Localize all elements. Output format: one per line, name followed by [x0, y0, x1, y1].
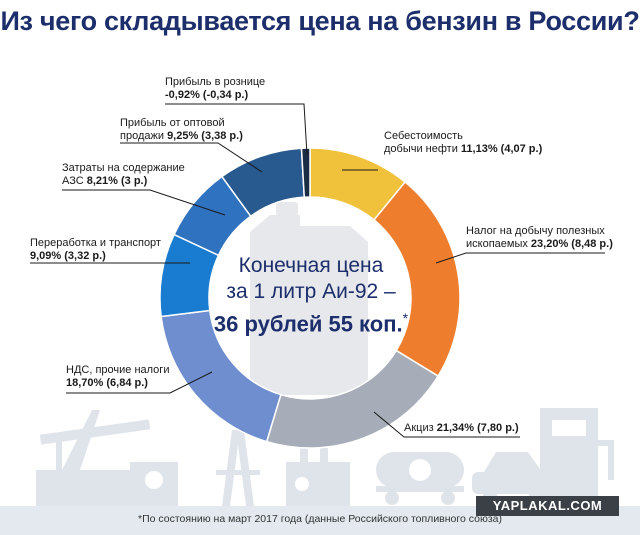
label-retail-value: -0,92% (-0,34 р.) — [165, 89, 249, 101]
center-label: Конечная цена за 1 литр Аи-92 – 36 рубле… — [206, 253, 416, 337]
label-excise: Акциз 21,34% (7,80 р.) — [404, 422, 519, 435]
chart-title: Из чего складывается цена на бензин в Ро… — [0, 6, 640, 36]
center-price: 36 рублей 55 коп.* — [206, 305, 416, 337]
label-mining-tax-value: 23,20% (8,48 р.) — [530, 238, 613, 250]
label-excise-title: Акциз — [404, 422, 434, 434]
leader-retail — [165, 103, 308, 156]
label-station-title: Затраты на содержание — [62, 162, 185, 174]
gas-station-icon — [540, 408, 614, 506]
label-processing-title: Переработка и транспорт — [30, 237, 161, 249]
center-line-1: Конечная цена — [238, 254, 384, 277]
label-vat-title: НДС, прочие налоги — [66, 364, 170, 376]
label-mining-tax-title: Налог на добычу полезных — [466, 225, 605, 237]
leader-mining-tax — [435, 252, 605, 264]
leader-excise — [373, 411, 520, 438]
label-oil-cost: Себестоимость добычи нефти 11,13% (4,07 … — [384, 130, 542, 156]
leader-lines — [30, 103, 605, 438]
label-vat: НДС, прочие налоги 18,70% (6,84 р.) — [66, 364, 169, 390]
label-wholesale-profit: Прибыль от оптовой продажи 9,25% (3,38 р… — [120, 117, 243, 143]
center-price-value: 36 рублей 55 коп. — [213, 311, 403, 337]
watermark-logo: YAPLAKAL.COM — [476, 496, 619, 516]
label-processing: Переработка и транспорт 9,09% (3,32 р.) — [30, 237, 161, 263]
leader-wholesale — [120, 142, 263, 173]
background-illustration — [36, 408, 614, 506]
label-station-title-2: АЗС — [62, 175, 84, 187]
center-line-2: за 1 литр Аи-92 – — [226, 280, 396, 303]
leader-vat — [66, 371, 213, 394]
label-wholesale-title-2: продажи — [120, 130, 164, 142]
label-vat-value: 18,70% (6,84 р.) — [66, 377, 148, 389]
jerrycan-icon — [250, 202, 368, 395]
label-station-costs: Затраты на содержание АЗС 8,21% (3 р.) — [62, 162, 185, 188]
label-retail-title: Прибыль в рознице — [165, 76, 266, 88]
label-oil-cost-title: Себестоимость — [384, 130, 463, 142]
label-mining-tax-title-2: ископаемых — [466, 238, 528, 250]
label-wholesale-title: Прибыль от оптовой — [120, 117, 225, 129]
oil-tank-icon — [130, 462, 178, 506]
label-wholesale-value: 9,25% (3,38 р.) — [167, 130, 243, 142]
donut-chart — [159, 147, 461, 449]
factory-icon — [286, 440, 350, 506]
label-oil-cost-title-2: добычи нефти — [384, 143, 458, 155]
label-station-value: 8,21% (3 р.) — [86, 175, 148, 187]
label-processing-value: 9,09% (3,32 р.) — [30, 250, 106, 262]
label-mining-tax: Налог на добычу полезных ископаемых 23,2… — [466, 225, 613, 251]
fuel-tanker-icon — [376, 452, 464, 505]
footnote: *По состоянию на март 2017 года (данные … — [138, 513, 502, 525]
label-oil-cost-value: 11,13% (4,07 р.) — [460, 143, 543, 155]
label-retail-profit: Прибыль в рознице -0,92% (-0,34 р.) — [165, 76, 265, 102]
slice-retail-profit — [300, 147, 311, 198]
label-excise-value: 21,34% (7,80 р.) — [436, 422, 519, 434]
leader-station — [62, 189, 226, 216]
center-asterisk: * — [402, 310, 409, 326]
